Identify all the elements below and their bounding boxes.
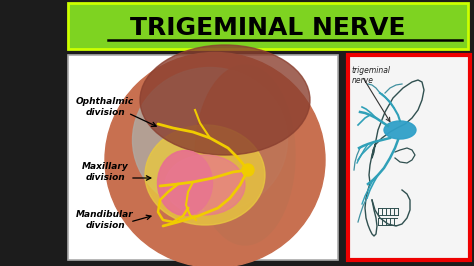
Bar [68,3,468,49]
Bar [348,55,470,260]
Ellipse shape [133,68,288,213]
Text: Ophthalmic
division: Ophthalmic division [76,97,134,117]
Text: trigeminal
nerve: trigeminal nerve [352,66,391,85]
Ellipse shape [195,65,295,245]
Ellipse shape [384,121,416,139]
Text: Mandibular
division: Mandibular division [76,210,134,230]
Text: Maxillary
division: Maxillary division [82,162,128,182]
Ellipse shape [140,45,310,155]
Text: TRIGEMINAL NERVE: TRIGEMINAL NERVE [130,16,406,40]
Ellipse shape [157,151,212,215]
Ellipse shape [105,52,325,266]
Ellipse shape [145,125,265,225]
Bar [68,55,338,260]
Ellipse shape [165,155,245,215]
Circle shape [242,164,254,176]
